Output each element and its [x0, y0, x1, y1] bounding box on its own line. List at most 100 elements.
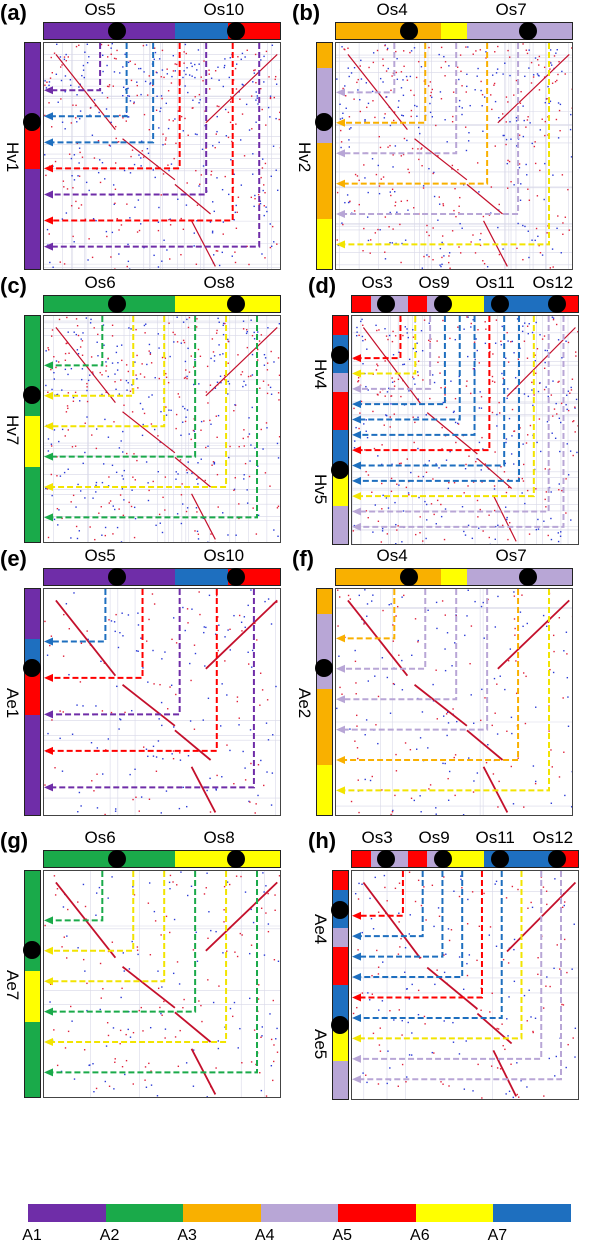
- match-dot: [531, 381, 533, 384]
- match-dot: [549, 100, 552, 102]
- match-dot: [169, 218, 171, 220]
- chromosome-segment: [333, 487, 348, 506]
- match-dot: [366, 1081, 368, 1084]
- match-dot: [257, 103, 259, 105]
- match-dot: [362, 250, 364, 252]
- match-dot: [83, 76, 85, 79]
- match-dot: [425, 919, 427, 921]
- match-dot: [458, 1053, 461, 1055]
- match-dot: [337, 625, 339, 627]
- match-dot: [411, 147, 414, 150]
- match-dot: [241, 934, 243, 936]
- match-dot: [105, 361, 107, 363]
- match-dot: [357, 380, 360, 382]
- match-dot: [240, 875, 242, 878]
- match-dot: [557, 215, 559, 217]
- match-dot: [149, 954, 152, 956]
- match-dot: [101, 161, 104, 164]
- match-dot: [371, 158, 374, 160]
- match-dot: [389, 712, 392, 714]
- match-dot: [422, 540, 424, 542]
- match-dot: [96, 341, 98, 343]
- chromosome-segment: [25, 43, 40, 69]
- match-dot: [495, 880, 498, 883]
- match-dot: [180, 522, 183, 525]
- match-dot: [150, 1084, 153, 1086]
- match-dot: [82, 958, 85, 961]
- match-dot: [570, 386, 572, 389]
- chromosome-segment: [70, 851, 97, 867]
- legend-swatch: [183, 1204, 261, 1222]
- match-dot: [186, 67, 188, 69]
- match-dot: [115, 613, 117, 616]
- match-dot: [78, 791, 81, 794]
- match-dot: [168, 409, 170, 411]
- match-dot: [238, 503, 240, 505]
- match-dot: [133, 102, 135, 105]
- mapping-arrow: [358, 316, 476, 436]
- match-dot: [159, 522, 161, 524]
- match-dot: [541, 254, 544, 256]
- match-dot: [444, 614, 446, 616]
- match-dot: [511, 435, 513, 437]
- arrow-head: [44, 242, 53, 251]
- chromosome-segment: [440, 23, 468, 39]
- match-dot: [472, 53, 474, 55]
- match-dot: [357, 89, 359, 91]
- match-dot: [218, 105, 220, 108]
- match-dot: [205, 626, 207, 629]
- match-dot: [417, 989, 420, 992]
- match-dot: [203, 626, 205, 628]
- match-dot: [572, 454, 574, 457]
- match-dot: [253, 69, 255, 72]
- match-dot: [386, 533, 389, 535]
- match-dot: [261, 167, 264, 169]
- match-dot: [448, 1085, 450, 1087]
- match-dot: [556, 79, 558, 82]
- match-dot: [55, 366, 57, 369]
- match-dot: [217, 1047, 220, 1050]
- match-dot: [501, 1023, 503, 1025]
- match-dot: [66, 188, 69, 190]
- match-dot: [541, 118, 543, 120]
- match-dot: [400, 155, 403, 157]
- match-dot: [448, 255, 450, 257]
- match-dot: [419, 737, 422, 739]
- match-dot: [271, 44, 274, 46]
- match-dot: [86, 416, 88, 418]
- match-dot: [271, 225, 274, 228]
- match-dot: [353, 98, 355, 100]
- match-dot: [172, 757, 175, 760]
- match-dot: [141, 363, 143, 365]
- match-dot: [529, 122, 531, 124]
- chromosome-segment: [25, 416, 40, 442]
- dot-plot: [43, 42, 281, 270]
- match-dot: [429, 102, 431, 105]
- match-dot: [200, 76, 202, 78]
- match-dot: [91, 434, 93, 436]
- match-dot: [93, 327, 95, 329]
- dot-plot-canvas: [336, 43, 572, 269]
- match-dot: [132, 1083, 134, 1085]
- match-dot: [131, 940, 133, 943]
- mapping-arrow: [358, 316, 417, 375]
- match-dot: [255, 81, 257, 84]
- match-dot: [379, 1050, 382, 1052]
- match-dot: [210, 174, 212, 176]
- match-dot: [153, 254, 155, 257]
- match-dot: [348, 146, 350, 148]
- match-dot: [502, 1044, 504, 1047]
- match-dot: [269, 96, 272, 99]
- match-dot: [146, 94, 149, 96]
- synteny-line: [413, 684, 468, 727]
- match-dot: [504, 506, 507, 508]
- match-dot: [229, 628, 231, 631]
- match-dot: [76, 325, 79, 327]
- match-dot: [465, 149, 468, 152]
- match-dot: [160, 701, 163, 704]
- match-dot: [111, 43, 113, 45]
- match-dot: [389, 191, 391, 193]
- match-dot: [357, 78, 359, 81]
- match-dot: [95, 491, 97, 493]
- synteny-line: [506, 327, 576, 397]
